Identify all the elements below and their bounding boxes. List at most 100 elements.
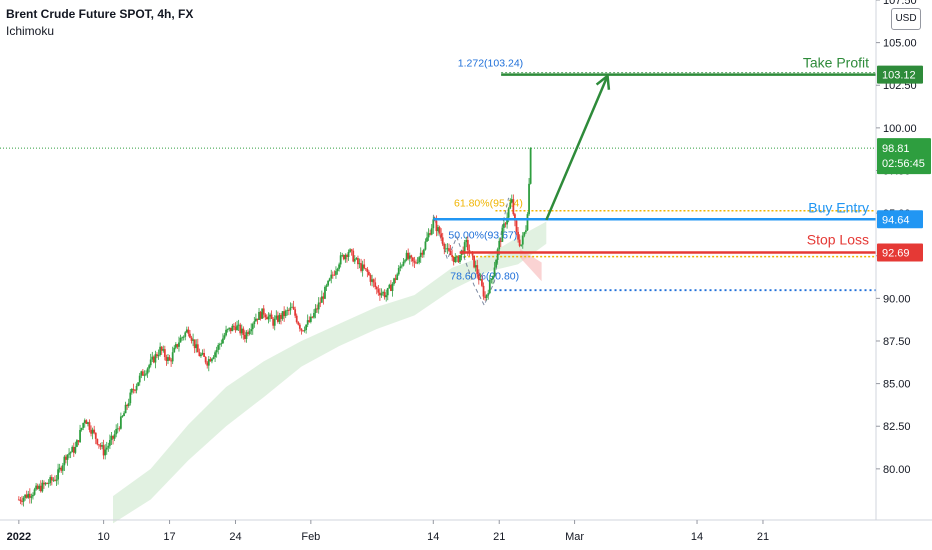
candle-body xyxy=(72,446,75,453)
candle-body xyxy=(457,256,460,263)
candle-body xyxy=(24,494,27,498)
time-tick-label: 14 xyxy=(691,531,703,543)
candle-body xyxy=(126,404,129,406)
candle-body xyxy=(396,274,399,280)
candle-body xyxy=(320,296,323,303)
candle-body xyxy=(390,284,392,291)
candle-body xyxy=(404,260,406,262)
candle-body xyxy=(118,428,121,430)
candle-body xyxy=(173,347,176,353)
candle-body xyxy=(492,275,494,280)
candle-body xyxy=(391,283,394,291)
candle-body xyxy=(452,256,455,263)
candle-body xyxy=(498,240,501,250)
candle-body xyxy=(203,352,205,357)
time-tick-label: 2022 xyxy=(7,531,31,543)
candle-body xyxy=(46,482,48,484)
candle-body xyxy=(102,445,105,456)
candle-body xyxy=(424,241,427,250)
candle-body xyxy=(137,382,140,386)
candle-body xyxy=(220,343,223,345)
candle-body xyxy=(446,248,449,250)
candle-body xyxy=(39,485,42,492)
candle-body xyxy=(432,219,435,229)
candle-body xyxy=(17,499,20,501)
candle-body xyxy=(328,278,331,281)
time-tick-label: 14 xyxy=(427,531,439,543)
candle-body xyxy=(407,252,410,259)
candle-body xyxy=(184,332,187,337)
candle-body xyxy=(517,231,519,240)
candles xyxy=(17,147,532,507)
candle-body xyxy=(289,307,292,311)
candle-body xyxy=(448,248,450,251)
candle-body xyxy=(286,310,289,311)
candle-body xyxy=(168,357,171,361)
candle-body xyxy=(240,328,243,334)
candle-body xyxy=(258,311,260,320)
time-axis[interactable]: 2022 10 17 24 Feb 14 21 Mar 14 21 xyxy=(0,519,932,543)
candle-body xyxy=(466,239,469,251)
candle-body xyxy=(170,360,173,362)
candle-body xyxy=(154,354,157,363)
price-axis-bg xyxy=(876,0,932,550)
candle-body xyxy=(43,482,45,485)
ichimoku-cloud xyxy=(113,221,547,524)
candle-body xyxy=(132,389,135,391)
candle-body xyxy=(167,357,169,361)
price-tick-label: 80.00 xyxy=(883,464,911,476)
candle-body xyxy=(402,261,405,266)
candle-body xyxy=(411,257,414,262)
buy-entry-tag: 94.64 xyxy=(882,214,910,226)
candle-body xyxy=(335,271,337,275)
candle-body xyxy=(138,375,141,383)
currency-button[interactable]: USD xyxy=(891,8,921,30)
candle-body xyxy=(372,279,375,283)
candle-body xyxy=(297,322,300,325)
candle-body xyxy=(510,199,513,203)
candle-body xyxy=(361,264,364,271)
candle-body xyxy=(528,183,530,215)
candle-body xyxy=(198,352,201,357)
candle-body xyxy=(66,454,69,460)
candle-body xyxy=(228,327,231,330)
candle-body xyxy=(342,254,345,260)
symbol-title[interactable]: Brent Crude Future SPOT, 4h, FX xyxy=(6,7,194,21)
candle-body xyxy=(146,368,149,374)
candle-body xyxy=(294,309,297,316)
candle-body xyxy=(253,321,256,325)
candle-body xyxy=(259,311,262,319)
candle-body xyxy=(383,292,386,298)
candle-body xyxy=(107,445,110,448)
candle-body xyxy=(397,268,400,275)
candle-body xyxy=(382,292,384,294)
time-tick-label: 24 xyxy=(229,531,241,543)
candle-body xyxy=(496,249,499,260)
candle-body xyxy=(250,329,253,332)
candle-body xyxy=(105,447,108,450)
fib-retracement: 1.272(103.24) 61.80%(95.14) 50.00%(93.67) 7… xyxy=(432,58,876,307)
candle-body xyxy=(218,344,221,346)
candle-body xyxy=(94,432,97,439)
candle-body xyxy=(63,456,66,466)
candle-body xyxy=(440,233,443,238)
candle-body xyxy=(490,279,493,281)
candle-body xyxy=(476,265,479,275)
candle-body xyxy=(482,285,485,297)
candle-body xyxy=(124,404,127,414)
candle-body xyxy=(385,295,388,298)
indicator-label[interactable]: Ichimoku xyxy=(6,24,55,38)
last-price-tag-bg xyxy=(877,138,931,175)
buy-entry-label: Buy Entry xyxy=(808,199,869,215)
candle-body xyxy=(399,266,402,269)
candle-body xyxy=(441,237,444,244)
candle-body xyxy=(65,456,67,460)
candle-body xyxy=(287,310,290,311)
candle-body xyxy=(116,428,119,430)
candle-body xyxy=(349,249,351,252)
candle-body xyxy=(33,489,36,495)
candle-body xyxy=(187,329,190,334)
price-axis[interactable]: 80.0082.5085.0087.5090.0092.5095.0097.50… xyxy=(875,0,932,550)
candle-body xyxy=(47,483,50,484)
